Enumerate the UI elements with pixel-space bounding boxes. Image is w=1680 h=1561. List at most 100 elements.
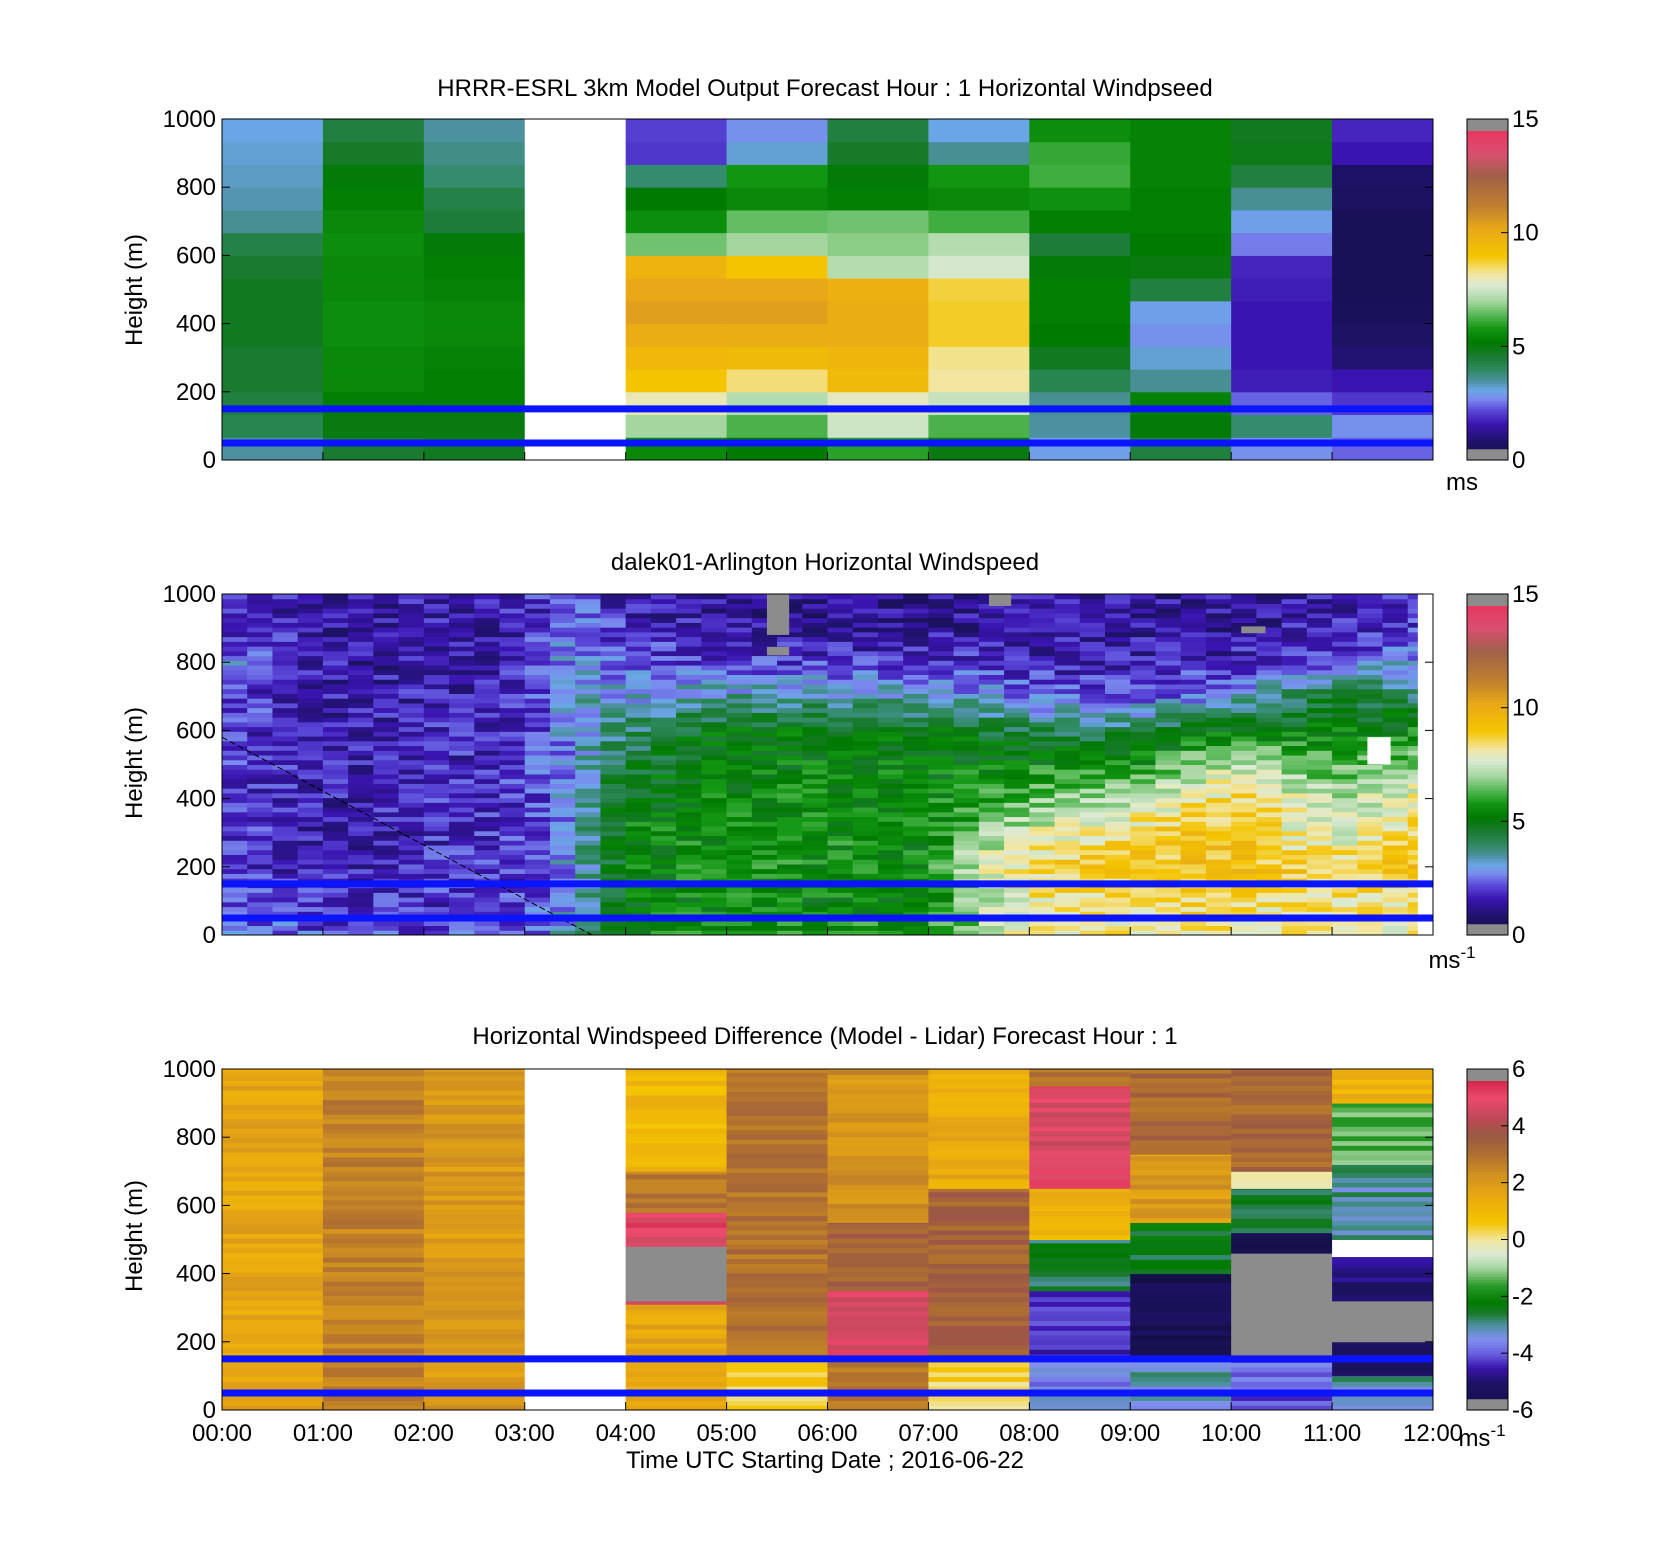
- lidar-cell: [852, 821, 879, 827]
- colorbar-swatch: [1467, 1077, 1508, 1081]
- lidar-cell: [1130, 887, 1156, 893]
- lidar-cell: [726, 830, 753, 837]
- colorbar-swatch: [1467, 821, 1508, 825]
- lidar-cell: [726, 650, 753, 657]
- colorbar-swatch: [1467, 1364, 1508, 1368]
- lidar-cell: [247, 859, 273, 865]
- lidar-cell: [802, 622, 828, 628]
- lidar-cell: [1130, 693, 1156, 699]
- lidar-cell: [348, 769, 374, 775]
- colorbar-swatch: [1467, 1290, 1508, 1295]
- lidar-cell: [575, 859, 601, 865]
- colorbar-swatch: [1467, 1293, 1508, 1297]
- lidar-cell: [852, 688, 879, 694]
- lidar-cell: [398, 755, 425, 761]
- lidar-cell: [701, 773, 728, 780]
- lidar-cell: [322, 598, 349, 604]
- lidar-cell: [978, 920, 1005, 927]
- diff-cell: [1231, 1232, 1333, 1235]
- lidar-cell: [751, 693, 778, 699]
- lidar-cell: [802, 759, 828, 765]
- lidar-cell: [852, 920, 879, 927]
- lidar-cell: [449, 811, 475, 818]
- lidar-cell: [1205, 788, 1232, 794]
- model-cell: [625, 346, 728, 370]
- lidar-cell: [928, 674, 955, 680]
- lidar-cell: [1332, 773, 1358, 780]
- lidar-cell: [423, 655, 450, 661]
- lidar-cell: [575, 821, 601, 827]
- model-cell: [1130, 255, 1232, 279]
- diff-cell: [827, 1330, 929, 1336]
- model-cell: [423, 209, 526, 234]
- lidar-cell: [272, 650, 299, 657]
- lidar-cell: [928, 707, 955, 713]
- lidar-cell: [499, 901, 526, 908]
- lidar-cell: [877, 807, 904, 813]
- lidar-cell: [474, 873, 501, 879]
- colorbar-swatch: [1467, 719, 1508, 723]
- diff-cell: [322, 1257, 425, 1263]
- lidar-cell: [272, 669, 299, 676]
- lidar-cell: [549, 830, 576, 837]
- lidar-cell: [222, 627, 248, 633]
- lidar-cell: [701, 679, 728, 685]
- lidar-cell: [1155, 873, 1182, 879]
- lidar-cell: [1105, 807, 1131, 813]
- x-axis-label: Time UTC Starting Date ; 2016-06-22: [626, 1447, 1024, 1474]
- lidar-cell: [802, 636, 828, 642]
- lidar-cell: [928, 897, 955, 903]
- diff-cell: [322, 1381, 425, 1387]
- lidar-cell: [1004, 631, 1030, 638]
- lidar-cell: [600, 783, 627, 789]
- colorbar-swatch: [1467, 1404, 1508, 1408]
- lidar-cell: [978, 646, 1005, 652]
- lidar-cell: [928, 901, 955, 908]
- lidar-cell: [1105, 683, 1131, 690]
- lidar-cell: [449, 702, 475, 709]
- lidar-cell: [852, 764, 879, 770]
- diff-cell: [1332, 1150, 1434, 1156]
- lidar-cell: [524, 674, 551, 680]
- lidar-cell: [978, 821, 1005, 827]
- lidar-cell: [348, 840, 374, 846]
- diff-cell: [1029, 1225, 1131, 1231]
- lidar-cell: [222, 603, 248, 609]
- lidar-cell: [1332, 854, 1358, 860]
- diff-cell: [1029, 1334, 1131, 1341]
- lidar-cell: [600, 740, 627, 747]
- lidar-cell: [1155, 636, 1182, 642]
- lidar-cell: [1256, 830, 1283, 837]
- lidar-cell: [247, 925, 273, 931]
- lidar-cell: [701, 759, 728, 765]
- lidar-cell: [953, 594, 980, 600]
- diff-cell: [1231, 1376, 1333, 1382]
- lidar-cell: [1004, 868, 1030, 874]
- lidar-cell: [549, 679, 576, 685]
- diff-cell: [827, 1395, 929, 1401]
- lidar-cell: [928, 892, 955, 898]
- lidar-cell: [726, 636, 753, 642]
- lidar-cell: [1231, 873, 1257, 879]
- lidar-cell: [272, 736, 299, 742]
- diff-cell: [1130, 1344, 1232, 1350]
- lidar-cell: [751, 887, 778, 893]
- diff-cell: [1130, 1254, 1232, 1260]
- lidar-cell: [751, 726, 778, 732]
- model-cell: [1231, 141, 1333, 165]
- lidar-cell: [373, 868, 400, 874]
- lidar-cell: [322, 650, 349, 657]
- lidar-cell: [1130, 726, 1156, 732]
- diff-cell: [1231, 1315, 1333, 1322]
- lidar-cell: [1105, 863, 1131, 870]
- lidar-cell: [953, 769, 980, 775]
- lidar-cell: [1054, 826, 1081, 832]
- lidar-cell: [272, 830, 299, 837]
- diff-cell: [1130, 1184, 1232, 1190]
- lidar-cell: [625, 702, 652, 709]
- diff-cell: [1231, 1137, 1333, 1144]
- lidar-cell: [272, 897, 299, 903]
- diff-cell: [1130, 1096, 1232, 1103]
- lidar-cell: [297, 707, 324, 713]
- lidar-cell: [1054, 726, 1081, 732]
